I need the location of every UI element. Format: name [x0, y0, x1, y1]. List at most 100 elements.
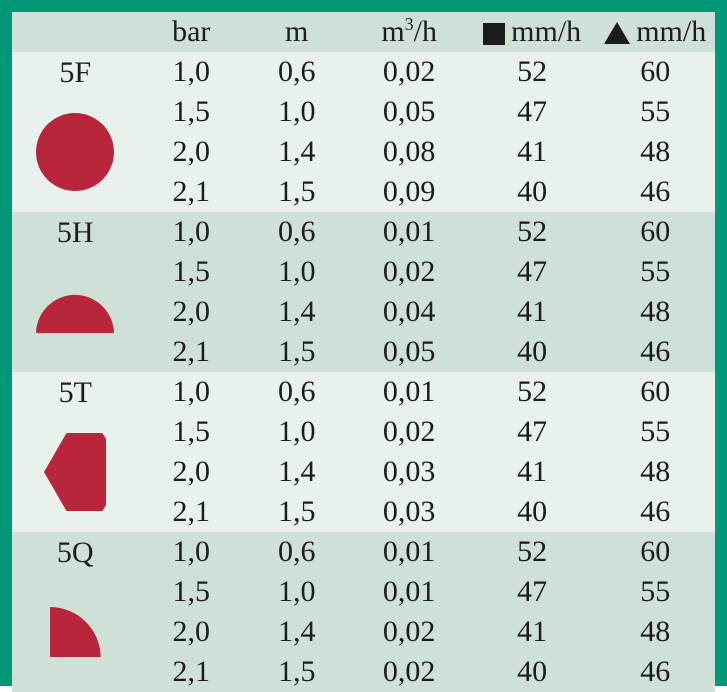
table-row: 5H1,00,60,015260 — [12, 212, 715, 252]
cell-bar: 2,1 — [139, 652, 244, 692]
cell-sq: 47 — [469, 412, 596, 452]
cell-m: 1,4 — [244, 452, 349, 492]
cell-m: 1,5 — [244, 652, 349, 692]
cell-bar: 1,5 — [139, 412, 244, 452]
cell-sq: 41 — [469, 292, 596, 332]
cell-m: 1,5 — [244, 492, 349, 532]
cell-bar: 2,0 — [139, 612, 244, 652]
cell-tri: 60 — [595, 212, 715, 252]
cell-tri: 55 — [595, 572, 715, 612]
cell-tri: 55 — [595, 252, 715, 292]
cell-m: 1,5 — [244, 172, 349, 212]
cell-m3h: 0,01 — [349, 532, 469, 572]
cell-m3h: 0,02 — [349, 412, 469, 452]
table-row: 1,51,00,024755 — [12, 252, 715, 292]
cell-bar: 2,0 — [139, 452, 244, 492]
nozzle-shape-full — [12, 92, 139, 212]
cell-m3h: 0,01 — [349, 212, 469, 252]
cell-bar: 1,5 — [139, 92, 244, 132]
cell-bar: 1,0 — [139, 372, 244, 412]
cell-m3h: 0,03 — [349, 492, 469, 532]
header-m3h-exp: 3 — [405, 14, 414, 34]
header-m3h-prefix: m — [381, 15, 404, 48]
square-icon — [483, 23, 505, 45]
table-frame: bar m m3/h mm/h mm/h 5F1,00,60,0252601,5… — [0, 0, 727, 686]
group-label: 5H — [12, 212, 139, 252]
cell-sq: 40 — [469, 652, 596, 692]
cell-m: 1,0 — [244, 92, 349, 132]
cell-sq: 41 — [469, 132, 596, 172]
header-sq-unit: mm/h — [511, 15, 581, 48]
cell-bar: 1,0 — [139, 532, 244, 572]
cell-tri: 48 — [595, 132, 715, 172]
table-row: 1,51,00,054755 — [12, 92, 715, 132]
cell-bar: 1,0 — [139, 212, 244, 252]
cell-tri: 46 — [595, 652, 715, 692]
cell-bar: 2,1 — [139, 492, 244, 532]
nozzle-table: bar m m3/h mm/h mm/h 5F1,00,60,0252601,5… — [12, 12, 715, 692]
cell-m: 1,4 — [244, 292, 349, 332]
cell-sq: 47 — [469, 572, 596, 612]
cell-m: 0,6 — [244, 52, 349, 92]
cell-bar: 2,1 — [139, 332, 244, 372]
cell-tri: 46 — [595, 332, 715, 372]
nozzle-shape-quarter — [12, 572, 139, 692]
group-label: 5Q — [12, 532, 139, 572]
header-square-mmh: mm/h — [469, 12, 596, 52]
cell-bar: 1,5 — [139, 572, 244, 612]
cell-tri: 60 — [595, 532, 715, 572]
cell-m3h: 0,02 — [349, 52, 469, 92]
cell-sq: 52 — [469, 532, 596, 572]
cell-tri: 60 — [595, 372, 715, 412]
cell-m3h: 0,02 — [349, 612, 469, 652]
group-label: 5T — [12, 372, 139, 412]
cell-sq: 40 — [469, 492, 596, 532]
table-inner: bar m m3/h mm/h mm/h 5F1,00,60,0252601,5… — [12, 12, 715, 674]
nozzle-shape-half — [12, 252, 139, 372]
cell-bar: 2,0 — [139, 132, 244, 172]
header-m: m — [244, 12, 349, 52]
cell-m3h: 0,09 — [349, 172, 469, 212]
triangle-icon — [604, 22, 630, 44]
cell-tri: 48 — [595, 292, 715, 332]
cell-m3h: 0,01 — [349, 372, 469, 412]
cell-sq: 52 — [469, 52, 596, 92]
table-row: 1,51,00,024755 — [12, 412, 715, 452]
cell-bar: 1,5 — [139, 252, 244, 292]
header-m3h-suffix: /h — [414, 15, 437, 48]
header-bar: bar — [139, 12, 244, 52]
cell-sq: 47 — [469, 252, 596, 292]
cell-m3h: 0,02 — [349, 252, 469, 292]
cell-sq: 40 — [469, 332, 596, 372]
table-body: 5F1,00,60,0252601,51,00,0547552,01,40,08… — [12, 52, 715, 692]
cell-m: 0,6 — [244, 372, 349, 412]
cell-sq: 41 — [469, 452, 596, 492]
cell-m: 1,0 — [244, 412, 349, 452]
cell-m: 1,0 — [244, 252, 349, 292]
header-tri-unit: mm/h — [636, 15, 706, 48]
cell-bar: 1,0 — [139, 52, 244, 92]
cell-tri: 48 — [595, 452, 715, 492]
cell-m3h: 0,01 — [349, 572, 469, 612]
cell-m3h: 0,02 — [349, 652, 469, 692]
cell-sq: 47 — [469, 92, 596, 132]
cell-tri: 60 — [595, 52, 715, 92]
cell-m3h: 0,05 — [349, 332, 469, 372]
cell-tri: 46 — [595, 492, 715, 532]
nozzle-shape-third — [12, 412, 139, 532]
header-row: bar m m3/h mm/h mm/h — [12, 12, 715, 52]
header-m3h: m3/h — [349, 12, 469, 52]
table-row: 1,51,00,014755 — [12, 572, 715, 612]
cell-m: 1,4 — [244, 612, 349, 652]
group-label: 5F — [12, 52, 139, 92]
cell-m: 1,0 — [244, 572, 349, 612]
cell-sq: 52 — [469, 372, 596, 412]
cell-bar: 2,1 — [139, 172, 244, 212]
cell-sq: 52 — [469, 212, 596, 252]
cell-tri: 46 — [595, 172, 715, 212]
cell-sq: 41 — [469, 612, 596, 652]
table-row: 5T1,00,60,015260 — [12, 372, 715, 412]
cell-bar: 2,0 — [139, 292, 244, 332]
table-row: 5F1,00,60,025260 — [12, 52, 715, 92]
cell-m: 0,6 — [244, 532, 349, 572]
